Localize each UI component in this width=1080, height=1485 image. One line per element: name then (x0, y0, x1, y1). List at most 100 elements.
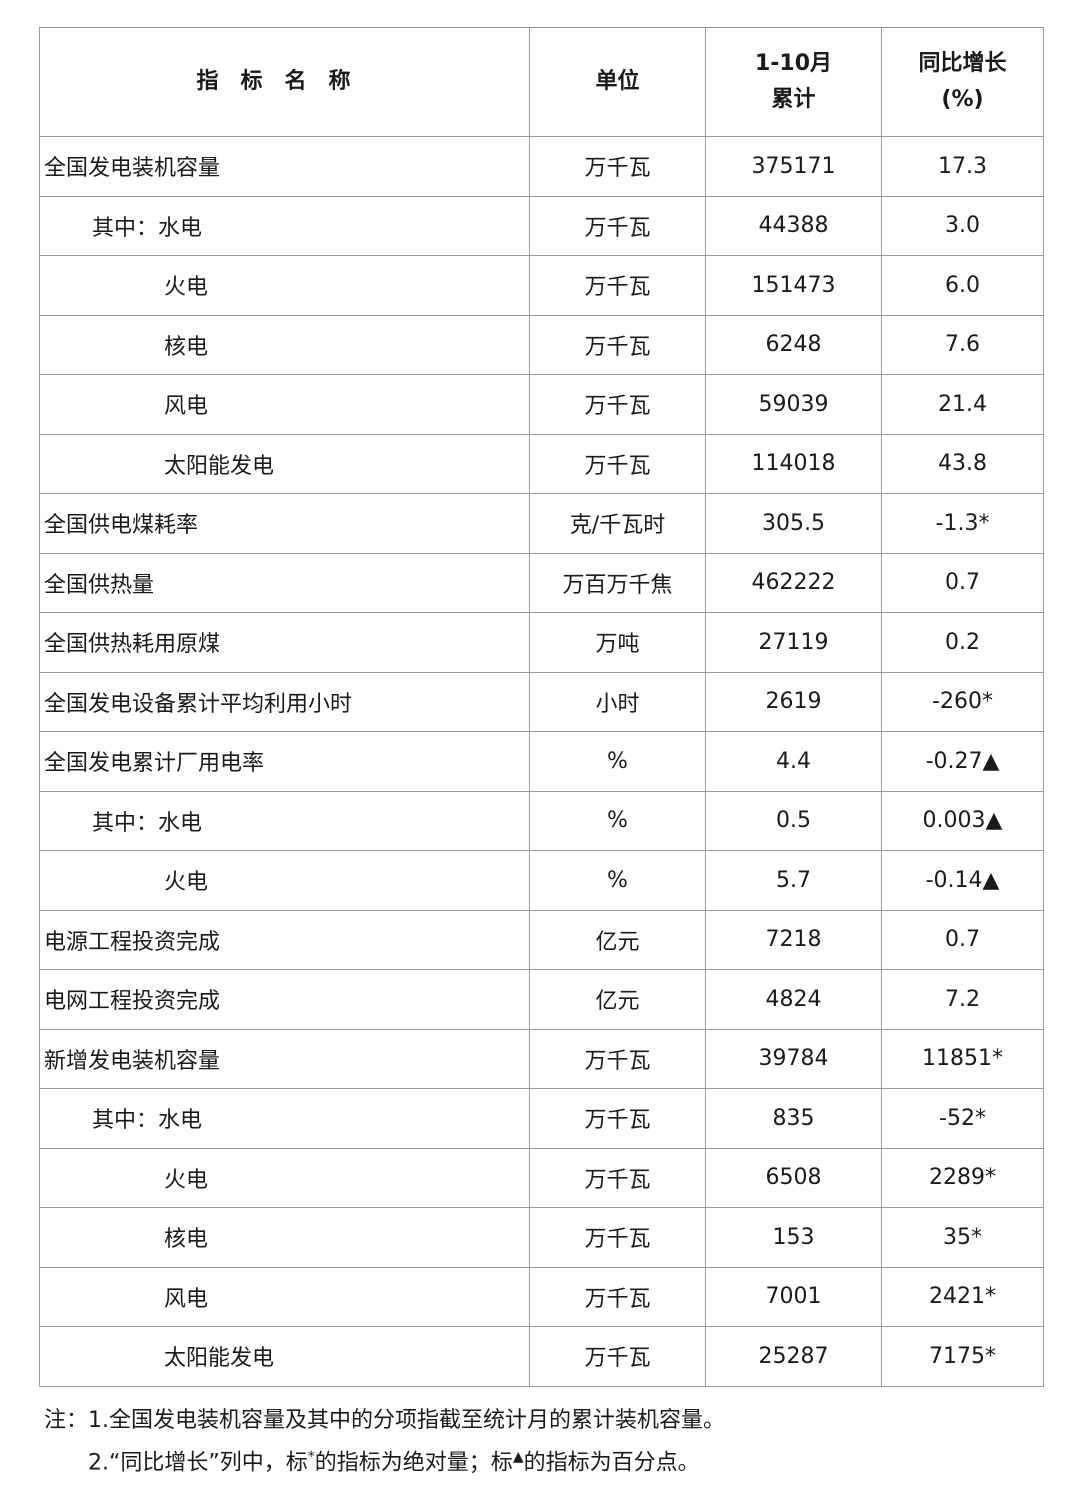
header-unit: 单位 (529, 27, 706, 137)
cell-name: 新增发电装机容量 (39, 1028, 530, 1089)
cell-value: 4.4 (705, 731, 882, 792)
cell-yoy: -52* (881, 1088, 1044, 1149)
cell-value: 7001 (705, 1266, 882, 1327)
cell-yoy: 43.8 (881, 433, 1044, 494)
cell-unit: 克/千瓦时 (529, 493, 706, 554)
cell-value: 375171 (705, 136, 882, 197)
triangle-icon: ▲ (512, 1449, 524, 1465)
cell-name: 其中：水电 (39, 195, 530, 256)
cell-unit: 万千瓦 (529, 374, 706, 435)
table-row: 太阳能发电 万千瓦 25287 7175* (39, 1326, 1044, 1387)
table-row: 其中：水电 万千瓦 835 -52* (39, 1088, 1044, 1149)
table-row: 火电 万千瓦 6508 2289* (39, 1147, 1044, 1208)
cell-yoy: 0.003▲ (881, 790, 1044, 851)
cell-unit: 万千瓦 (529, 1028, 706, 1089)
table-row: 太阳能发电 万千瓦 114018 43.8 (39, 433, 1044, 494)
cell-yoy: -0.27▲ (881, 731, 1044, 792)
cell-name: 电网工程投资完成 (39, 969, 530, 1030)
cell-unit: 万千瓦 (529, 1266, 706, 1327)
cell-yoy: 7.6 (881, 314, 1044, 375)
table-row: 电网工程投资完成 亿元 4824 7.2 (39, 969, 1044, 1030)
cell-value: 462222 (705, 552, 882, 613)
cell-unit: % (529, 731, 706, 792)
cell-name: 全国供热量 (39, 552, 530, 613)
table-row: 火电% 5.7 -0.14▲ (39, 850, 1044, 911)
cell-name: 全国发电累计厂用电率 (39, 731, 530, 792)
cell-name: 核电 (39, 1207, 530, 1268)
cell-value: 6508 (705, 1147, 882, 1208)
cell-yoy: 2421* (881, 1266, 1044, 1327)
star-mark: * (307, 1449, 315, 1465)
cell-unit: 万千瓦 (529, 433, 706, 494)
cell-unit: 万百万千焦 (529, 552, 706, 613)
cell-unit: 万吨 (529, 612, 706, 673)
cell-value: 153 (705, 1207, 882, 1268)
cell-yoy: 7175* (881, 1326, 1044, 1387)
cell-unit: % (529, 790, 706, 851)
cell-unit: % (529, 850, 706, 911)
cell-value: 6248 (705, 314, 882, 375)
cell-value: 2619 (705, 671, 882, 732)
header-cumulative: 1-10月 累计 (705, 27, 882, 137)
cell-name: 全国发电装机容量 (39, 136, 530, 197)
cell-yoy: -0.14▲ (881, 850, 1044, 911)
cell-value: 25287 (705, 1326, 882, 1387)
cell-name: 火电 (39, 255, 530, 316)
table-row: 风电 万千瓦 7001 2421* (39, 1266, 1044, 1327)
table-row: 火电 万千瓦 151473 6.0 (39, 255, 1044, 316)
cell-name: 风电 (39, 1266, 530, 1327)
cell-unit: 万千瓦 (529, 1147, 706, 1208)
note-1: 注：1.全国发电装机容量及其中的分项指截至统计月的累计装机容量。 (44, 1408, 725, 1433)
header-yoy: 同比增长 (%) (881, 27, 1044, 137)
cell-value: 151473 (705, 255, 882, 316)
cell-name: 核电 (39, 314, 530, 375)
cell-yoy: -260* (881, 671, 1044, 732)
header-row: 指标名称 单位 1-10月 累计 同比增长 (%) (39, 27, 1044, 137)
cell-yoy: 0.2 (881, 612, 1044, 673)
cell-unit: 亿元 (529, 969, 706, 1030)
table-row: 新增发电装机容量 万千瓦 39784 11851* (39, 1028, 1044, 1089)
cell-yoy: 0.7 (881, 552, 1044, 613)
table-row: 全国供热量 万百万千焦 462222 0.7 (39, 552, 1044, 613)
cell-value: 27119 (705, 612, 882, 673)
statistics-table: 指标名称 单位 1-10月 累计 同比增长 (%) 全国发电装机容量 万千瓦 37517… (39, 27, 1044, 1387)
cell-name: 风电 (39, 374, 530, 435)
table-row: 全国发电设备累计平均利用小时 小时 2619 -260* (39, 671, 1044, 732)
cell-unit: 万千瓦 (529, 1088, 706, 1149)
cell-yoy: 0.7 (881, 909, 1044, 970)
cell-value: 39784 (705, 1028, 882, 1089)
cell-name: 其中：水电 (39, 790, 530, 851)
cell-name: 电源工程投资完成 (39, 909, 530, 970)
table-row: 核电 万千瓦 6248 7.6 (39, 314, 1044, 375)
cell-name: 太阳能发电 (39, 1326, 530, 1387)
cell-yoy: 2289* (881, 1147, 1044, 1208)
cell-name: 全国供电煤耗率 (39, 493, 530, 554)
cell-value: 59039 (705, 374, 882, 435)
table-row: 电源工程投资完成 亿元 7218 0.7 (39, 909, 1044, 970)
notes: 注：1.全国发电装机容量及其中的分项指截至统计月的累计装机容量。 2.“同比增长… (44, 1402, 725, 1481)
cell-yoy: 7.2 (881, 969, 1044, 1030)
cell-name: 其中：水电 (39, 1088, 530, 1149)
cell-unit: 万千瓦 (529, 255, 706, 316)
table-row: 全国供热耗用原煤 万吨 27119 0.2 (39, 612, 1044, 673)
cell-unit: 亿元 (529, 909, 706, 970)
table-row: 全国发电累计厂用电率% 4.4 -0.27▲ (39, 731, 1044, 792)
cell-unit: 万千瓦 (529, 314, 706, 375)
cell-yoy: 6.0 (881, 255, 1044, 316)
cell-yoy: 3.0 (881, 195, 1044, 256)
cell-yoy: 11851* (881, 1028, 1044, 1089)
cell-unit: 万千瓦 (529, 136, 706, 197)
cell-unit: 小时 (529, 671, 706, 732)
cell-unit: 万千瓦 (529, 1326, 706, 1387)
table-row: 其中：水电 万千瓦 44388 3.0 (39, 195, 1044, 256)
table-row: 全国供电煤耗率 克/千瓦时 305.5 -1.3* (39, 493, 1044, 554)
cell-unit: 万千瓦 (529, 195, 706, 256)
cell-name: 火电 (39, 1147, 530, 1208)
cell-value: 4824 (705, 969, 882, 1030)
cell-value: 5.7 (705, 850, 882, 911)
cell-yoy: 17.3 (881, 136, 1044, 197)
table-row: 核电 万千瓦 153 35* (39, 1207, 1044, 1268)
cell-yoy: 21.4 (881, 374, 1044, 435)
cell-name: 全国发电设备累计平均利用小时 (39, 671, 530, 732)
note-2: 2.“同比增长”列中，标*的指标为绝对量；标▲的指标为百分点。 (88, 1449, 700, 1476)
